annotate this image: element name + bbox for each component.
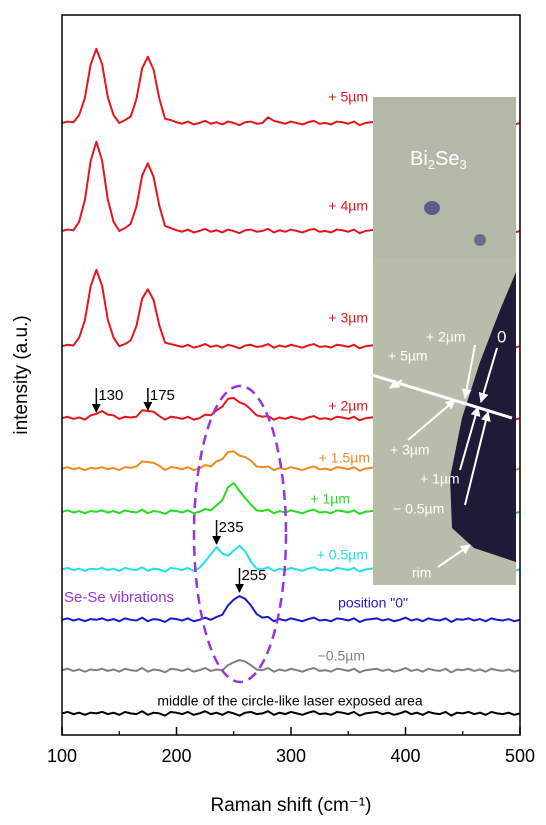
series-label: + 5µm xyxy=(328,89,368,105)
inset-label: 0 xyxy=(497,327,506,346)
series-label: + 4µm xyxy=(328,198,368,214)
spectrum-line xyxy=(61,710,521,717)
annotation-label: 235 xyxy=(219,519,244,536)
series-label: −0.5µm xyxy=(318,648,365,664)
series-label: middle of the circle-like laser exposed … xyxy=(157,693,423,709)
spectrum-line xyxy=(61,659,521,674)
series-label: + 2µm xyxy=(328,398,368,414)
inset-label: rim xyxy=(412,565,431,581)
curves xyxy=(61,47,521,717)
inset-title: Bi2Se3 xyxy=(410,148,467,172)
inset-label: + 3µm xyxy=(390,442,430,458)
spectrum-line xyxy=(61,595,521,623)
group-label: Se-Se vibrations xyxy=(64,589,174,606)
annotation-label: 255 xyxy=(241,567,266,584)
inset-arrows xyxy=(389,344,498,568)
x-tick-label: 500 xyxy=(505,746,535,766)
inset: Bi2Se3 + 2µm 0 + 5µm + 3µm + 1µm − 0.5µm… xyxy=(371,97,516,585)
inset-label: − 0.5µm xyxy=(393,501,444,517)
y-axis-label: intensity (a.u.) xyxy=(11,315,32,434)
x-tick-label: 100 xyxy=(47,746,77,766)
annotation-label: 175 xyxy=(150,387,175,404)
series-label: + 1µm xyxy=(310,491,350,507)
inset-label: + 1µm xyxy=(420,471,460,487)
x-axis-label: Raman shift (cm⁻¹) xyxy=(211,795,372,816)
x-tick-label: 300 xyxy=(276,746,306,766)
series-label: + 0.5µm xyxy=(317,547,368,563)
inset-shade xyxy=(373,97,516,257)
highlight-ellipse xyxy=(192,384,288,684)
series-label: + 3µm xyxy=(328,310,368,326)
x-tick-label: 200 xyxy=(161,746,191,766)
inset-label: + 5µm xyxy=(388,348,428,364)
series-label: position "0" xyxy=(338,595,408,611)
series-label: + 1.5µm xyxy=(319,450,370,466)
annotation-label: 130 xyxy=(98,387,123,404)
inset-spot xyxy=(474,234,486,246)
x-tick-label: 400 xyxy=(390,746,420,766)
inset-label: + 2µm xyxy=(426,329,466,345)
inset-spot xyxy=(424,201,440,215)
